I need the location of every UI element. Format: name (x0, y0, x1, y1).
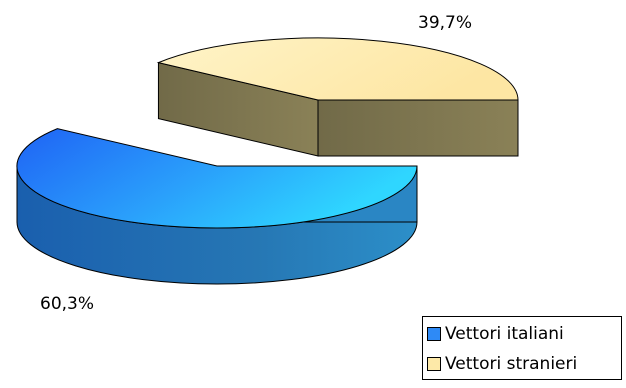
legend-swatch (427, 357, 441, 371)
legend-item-vettori-stranieri: Vettori stranieri (427, 349, 621, 379)
slice-side-vettori-stranieri-front (317, 99, 519, 157)
data-label-vettori-italiani: 60,3% (40, 294, 94, 314)
legend-label: Vettori italiani (445, 324, 564, 344)
slice-vettori-stranieri (156, 37, 519, 101)
slices-group (16, 37, 519, 285)
data-label-vettori-stranieri: 39,7% (418, 13, 472, 33)
data-labels-group: 60,3% 39,7% (40, 13, 472, 314)
legend-label: Vettori stranieri (445, 354, 578, 374)
slice-vettori-italiani (16, 128, 418, 229)
legend-swatch (427, 327, 441, 341)
legend: Vettori italiani Vettori stranieri (422, 316, 622, 380)
legend-item-vettori-italiani: Vettori italiani (427, 319, 621, 349)
